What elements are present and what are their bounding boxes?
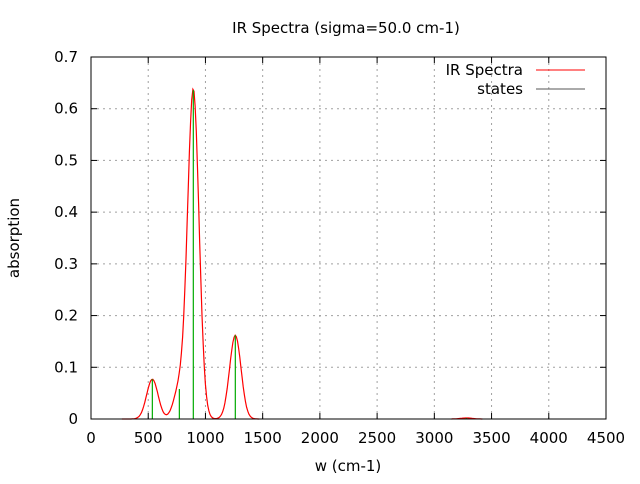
y-tick-label: 0.1 xyxy=(54,358,78,376)
ticks: 0 500 1000 1500 2000 2500 3000 3500 4000 4500 0 0.1… xyxy=(54,48,625,447)
chart-title: IR Spectra (sigma=50.0 cm-1) xyxy=(232,19,460,37)
x-tick-label: 3500 xyxy=(472,429,510,447)
spectrum-line xyxy=(121,87,260,420)
x-tick-label: 500 xyxy=(134,429,163,447)
y-tick-label: 0.6 xyxy=(54,100,78,118)
x-axis-label: w (cm-1) xyxy=(315,457,382,475)
legend-label-states: states xyxy=(477,80,523,98)
y-tick-label: 0.2 xyxy=(54,307,78,325)
x-tick-label: 2000 xyxy=(301,429,339,447)
x-tick-label: 0 xyxy=(86,429,96,447)
y-tick-label: 0.7 xyxy=(54,48,78,66)
x-tick-label: 1000 xyxy=(186,429,224,447)
legend: IR Spectra states xyxy=(446,61,585,98)
marks xyxy=(121,87,483,420)
x-tick-label: 1500 xyxy=(244,429,282,447)
x-tick-label: 3000 xyxy=(415,429,453,447)
x-tick-label: 4000 xyxy=(530,429,568,447)
y-tick-label: 0.3 xyxy=(54,255,78,273)
y-tick-label: 0 xyxy=(68,410,78,428)
plot-border xyxy=(90,56,607,420)
legend-label-ir-spectra: IR Spectra xyxy=(446,61,523,79)
y-axis-label: absorption xyxy=(5,198,23,278)
x-tick-label: 2500 xyxy=(358,429,396,447)
y-tick-label: 0.4 xyxy=(54,203,78,221)
x-tick-label: 4500 xyxy=(587,429,625,447)
y-tick-label: 0.5 xyxy=(54,151,78,169)
grid xyxy=(91,57,606,419)
